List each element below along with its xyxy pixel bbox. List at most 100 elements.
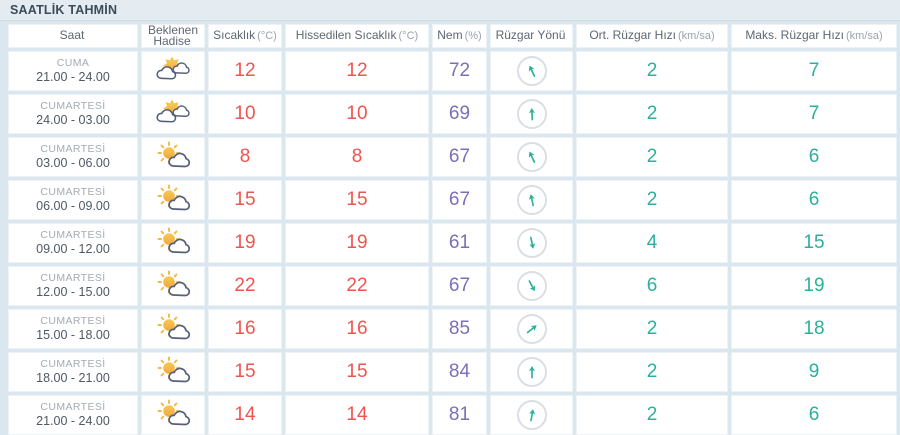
day-label: CUMA xyxy=(56,56,90,69)
expected-condition-cell xyxy=(141,352,205,392)
wind-direction-cell xyxy=(490,180,573,220)
wind-direction-icon xyxy=(516,99,547,129)
temperature-value: 22 xyxy=(208,266,282,306)
humidity-value: 67 xyxy=(432,137,487,177)
temperature-value: 8 xyxy=(208,137,282,177)
feels-like-value: 15 xyxy=(285,352,429,392)
col-header-beklenen-hadise: Beklenen Hadise xyxy=(141,24,205,48)
temperature-value: 15 xyxy=(208,180,282,220)
expected-condition-cell xyxy=(141,223,205,263)
time-range-label: 06.00 - 09.00 xyxy=(36,198,110,213)
wind-direction-cell xyxy=(490,395,573,435)
wind-direction-icon xyxy=(516,314,547,344)
avg-wind-speed-value: 2 xyxy=(576,395,728,435)
hour-cell: CUMA 21.00 - 24.00 xyxy=(8,51,138,91)
max-wind-speed-value: 9 xyxy=(731,352,897,392)
avg-wind-speed-value: 2 xyxy=(576,180,728,220)
feels-like-value: 14 xyxy=(285,395,429,435)
humidity-value: 84 xyxy=(432,352,487,392)
humidity-value: 72 xyxy=(432,51,487,91)
wind-direction-cell xyxy=(490,352,573,392)
feels-like-value: 16 xyxy=(285,309,429,349)
hour-cell: CUMARTESİ 24.00 - 03.00 xyxy=(8,94,138,134)
col-header-sicaklik: Sıcaklık (°C) xyxy=(208,24,282,48)
temperature-value: 15 xyxy=(208,352,282,392)
section-title-bar: SAATLİK TAHMİN xyxy=(0,0,900,21)
day-label: CUMARTESİ xyxy=(40,314,106,327)
wind-direction-icon xyxy=(516,400,547,430)
time-range-label: 18.00 - 21.00 xyxy=(36,370,110,385)
day-label: CUMARTESİ xyxy=(40,142,106,155)
time-range-label: 24.00 - 03.00 xyxy=(36,112,110,127)
expected-condition-cell xyxy=(141,266,205,306)
wind-direction-cell xyxy=(490,223,573,263)
wind-direction-cell xyxy=(490,266,573,306)
hour-cell: CUMARTESİ 18.00 - 21.00 xyxy=(8,352,138,392)
sun-with-cloud-icon xyxy=(153,313,193,345)
page-title: SAATLİK TAHMİN xyxy=(10,3,118,17)
max-wind-speed-value: 6 xyxy=(731,137,897,177)
temperature-value: 19 xyxy=(208,223,282,263)
humidity-value: 67 xyxy=(432,180,487,220)
avg-wind-speed-value: 6 xyxy=(576,266,728,306)
day-label: CUMARTESİ xyxy=(40,228,106,241)
feels-like-value: 8 xyxy=(285,137,429,177)
temperature-value: 10 xyxy=(208,94,282,134)
sun-with-cloud-icon xyxy=(153,356,193,388)
max-wind-speed-value: 7 xyxy=(731,94,897,134)
day-label: CUMARTESİ xyxy=(40,357,106,370)
avg-wind-speed-value: 2 xyxy=(576,137,728,177)
humidity-value: 69 xyxy=(432,94,487,134)
avg-wind-speed-value: 4 xyxy=(576,223,728,263)
hour-cell: CUMARTESİ 06.00 - 09.00 xyxy=(8,180,138,220)
temperature-value: 12 xyxy=(208,51,282,91)
wind-direction-cell xyxy=(490,137,573,177)
wind-direction-icon xyxy=(516,357,547,387)
wind-direction-cell xyxy=(490,51,573,91)
sun-with-cloud-icon xyxy=(153,141,193,173)
col-header-maks-ruzgar-hizi: Maks. Rüzgar Hızı (km/sa) xyxy=(731,24,897,48)
wind-direction-icon xyxy=(516,228,547,258)
time-range-label: 21.00 - 24.00 xyxy=(36,413,110,428)
sun-behind-clouds-icon xyxy=(153,55,193,87)
expected-condition-cell xyxy=(141,94,205,134)
sun-with-cloud-icon xyxy=(153,227,193,259)
sun-behind-clouds-icon xyxy=(153,98,193,130)
col-header-saat: Saat xyxy=(8,24,138,48)
time-range-label: 15.00 - 18.00 xyxy=(36,327,110,342)
feels-like-value: 22 xyxy=(285,266,429,306)
sun-with-cloud-icon xyxy=(153,399,193,431)
hour-cell: CUMARTESİ 21.00 - 24.00 xyxy=(8,395,138,435)
humidity-value: 85 xyxy=(432,309,487,349)
hour-cell: CUMARTESİ 09.00 - 12.00 xyxy=(8,223,138,263)
avg-wind-speed-value: 2 xyxy=(576,51,728,91)
max-wind-speed-value: 6 xyxy=(731,395,897,435)
day-label: CUMARTESİ xyxy=(40,271,106,284)
hour-cell: CUMARTESİ 03.00 - 06.00 xyxy=(8,137,138,177)
time-range-label: 12.00 - 15.00 xyxy=(36,284,110,299)
hourly-forecast-table: Saat Beklenen Hadise Sıcaklık (°C) Hissed… xyxy=(8,24,900,435)
wind-direction-icon xyxy=(516,185,547,215)
wind-direction-cell xyxy=(490,94,573,134)
temperature-value: 16 xyxy=(208,309,282,349)
feels-like-value: 10 xyxy=(285,94,429,134)
wind-direction-icon xyxy=(516,56,547,86)
sun-with-cloud-icon xyxy=(153,270,193,302)
expected-condition-cell xyxy=(141,309,205,349)
hour-cell: CUMARTESİ 12.00 - 15.00 xyxy=(8,266,138,306)
day-label: CUMARTESİ xyxy=(40,400,106,413)
hour-cell: CUMARTESİ 15.00 - 18.00 xyxy=(8,309,138,349)
col-header-ruzgar-yonu: Rüzgar Yönü xyxy=(490,24,573,48)
max-wind-speed-value: 15 xyxy=(731,223,897,263)
max-wind-speed-value: 19 xyxy=(731,266,897,306)
time-range-label: 09.00 - 12.00 xyxy=(36,241,110,256)
sun-with-cloud-icon xyxy=(153,184,193,216)
expected-condition-cell xyxy=(141,180,205,220)
humidity-value: 81 xyxy=(432,395,487,435)
wind-direction-cell xyxy=(490,309,573,349)
temperature-value: 14 xyxy=(208,395,282,435)
max-wind-speed-value: 18 xyxy=(731,309,897,349)
wind-direction-icon xyxy=(516,271,547,301)
time-range-label: 21.00 - 24.00 xyxy=(36,69,110,84)
max-wind-speed-value: 6 xyxy=(731,180,897,220)
